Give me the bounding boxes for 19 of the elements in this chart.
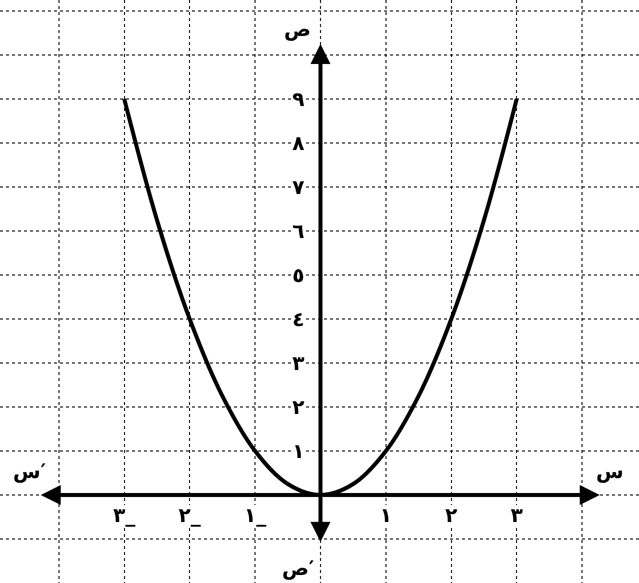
x-tick-label: ٣: [510, 503, 523, 527]
y-tick-label: ٤: [292, 307, 304, 331]
y-tick-label: ٦: [292, 219, 304, 243]
y-axis-title: ص: [284, 17, 311, 41]
x-axis-title: س: [596, 459, 624, 483]
annotation: ص′: [282, 556, 314, 580]
x-tick-label: ٣_: [113, 503, 136, 527]
y-tick-label: ٨: [292, 131, 304, 155]
x-tick-label: ٢: [445, 503, 458, 527]
y-tick-label: ٧: [292, 175, 304, 199]
y-tick-label: ٥: [292, 263, 304, 287]
x-tick-label: ٢_: [178, 503, 201, 527]
x-tick-label: ١: [380, 503, 392, 527]
y-tick-label: ١: [292, 439, 304, 463]
y-tick-label: ٣: [292, 351, 304, 375]
annotation: س′: [13, 459, 46, 483]
y-tick-label: ٢: [292, 395, 304, 419]
x-tick-label: ١_: [244, 503, 266, 527]
y-tick-label: ٩: [292, 87, 304, 111]
